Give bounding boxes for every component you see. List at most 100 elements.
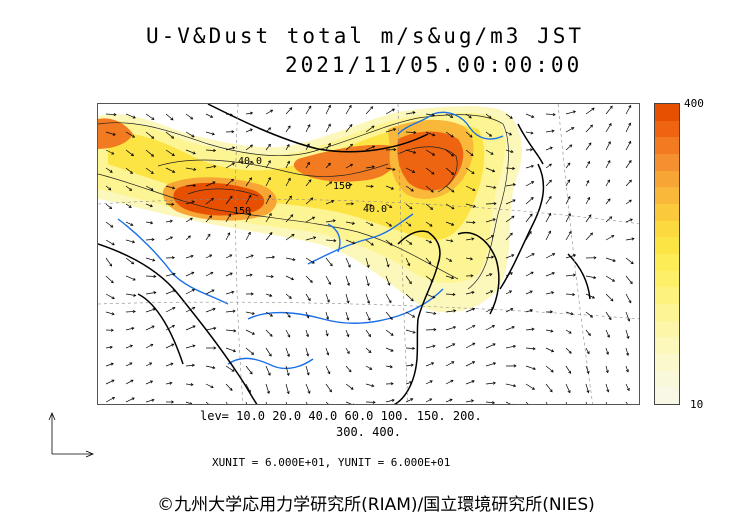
wind-vector-head bbox=[269, 313, 273, 317]
wind-vector-head bbox=[347, 264, 351, 268]
wind-vector bbox=[305, 329, 309, 337]
wind-vector-head bbox=[552, 253, 556, 256]
wind-vector-head bbox=[490, 290, 494, 294]
wind-vector bbox=[265, 195, 271, 205]
wind-vector bbox=[565, 179, 570, 187]
wind-vector bbox=[545, 272, 555, 277]
wind-vector-head bbox=[608, 123, 612, 127]
wind-vector-head bbox=[468, 115, 472, 119]
wind-vector bbox=[305, 383, 311, 394]
wind-vector-head bbox=[531, 181, 535, 184]
wind-vector bbox=[145, 149, 154, 157]
wind-vector-head bbox=[512, 403, 514, 404]
colorbar-segment bbox=[655, 353, 679, 371]
wind-vector-head bbox=[492, 381, 496, 385]
wind-vector bbox=[345, 311, 349, 321]
wind-vector bbox=[425, 293, 435, 299]
wind-vector-head bbox=[129, 170, 134, 174]
wind-vector bbox=[585, 365, 590, 374]
wind-vector-head bbox=[511, 254, 515, 258]
colorbar-segment bbox=[655, 237, 679, 254]
wind-vector bbox=[385, 203, 392, 208]
wind-vector bbox=[185, 217, 193, 223]
colorbar-min-label: 10 bbox=[690, 398, 704, 411]
wind-vector-head bbox=[450, 239, 454, 243]
wind-vector-head bbox=[172, 186, 176, 190]
wind-vector-head bbox=[451, 361, 455, 365]
wind-vector-head bbox=[209, 254, 213, 258]
wind-vector bbox=[605, 198, 611, 205]
wind-vector-head bbox=[291, 233, 295, 237]
wind-vector-head bbox=[387, 282, 391, 286]
wind-vector bbox=[565, 213, 571, 223]
wind-vector-head bbox=[133, 293, 137, 297]
wind-vector bbox=[405, 131, 416, 133]
wind-vector bbox=[505, 345, 516, 349]
colorbar-segment bbox=[655, 187, 679, 204]
wind-vector-head bbox=[267, 160, 271, 164]
wind-vector-head bbox=[313, 236, 317, 240]
wind-vector bbox=[125, 185, 132, 191]
wind-vector-head bbox=[172, 306, 176, 310]
wind-vector-head bbox=[450, 134, 454, 138]
wind-vector bbox=[365, 365, 372, 370]
wind-vector bbox=[125, 239, 135, 243]
wind-vector bbox=[145, 325, 155, 331]
wind-vector-head bbox=[227, 232, 231, 236]
wind-vector-head bbox=[169, 381, 173, 385]
wind-vector-head bbox=[292, 257, 296, 262]
wind-vector-head bbox=[412, 314, 416, 318]
wind-vector-head bbox=[607, 179, 610, 183]
wind-vector bbox=[625, 329, 629, 339]
wind-vector bbox=[165, 382, 172, 385]
wind-vector bbox=[405, 275, 412, 284]
wind-vector-head bbox=[249, 371, 253, 375]
wind-vector-head bbox=[508, 132, 513, 136]
wind-vector-head bbox=[327, 142, 331, 147]
wind-vector-head bbox=[531, 327, 535, 331]
wind-vector bbox=[105, 363, 114, 367]
wind-vector-head bbox=[151, 135, 155, 139]
wind-vector bbox=[385, 347, 394, 352]
wind-vector-head bbox=[110, 280, 114, 284]
wind-vector-head bbox=[370, 106, 374, 110]
wind-vector bbox=[545, 347, 554, 352]
wind-vector bbox=[245, 254, 254, 259]
wind-vector bbox=[485, 325, 495, 331]
wind-vector bbox=[125, 257, 134, 265]
wind-vector bbox=[245, 401, 248, 404]
wind-vector-head bbox=[109, 345, 113, 349]
wind-vector bbox=[185, 255, 194, 259]
wind-vector-head bbox=[625, 352, 630, 356]
wind-vector-head bbox=[431, 113, 435, 117]
wind-vector-head bbox=[169, 236, 174, 240]
wind-vector-head bbox=[529, 290, 533, 294]
wind-vector bbox=[505, 167, 515, 169]
wind-vector bbox=[485, 185, 496, 189]
wind-vector bbox=[205, 215, 212, 223]
wind-vector-head bbox=[629, 281, 633, 285]
wind-vector-head bbox=[371, 125, 375, 129]
wind-vector bbox=[365, 239, 374, 246]
wind-vector bbox=[445, 399, 453, 403]
wind-vector-head bbox=[366, 300, 371, 304]
wind-vector-head bbox=[346, 300, 350, 304]
wind-vector-head bbox=[249, 273, 253, 277]
wind-vector bbox=[225, 272, 233, 277]
wind-vector bbox=[225, 214, 231, 223]
wind-vector-head bbox=[192, 306, 196, 310]
wind-vector-head bbox=[229, 254, 233, 258]
wind-vector-head bbox=[207, 233, 211, 237]
wind-vector-head bbox=[532, 347, 536, 351]
wind-vector bbox=[245, 195, 252, 205]
wind-vector bbox=[305, 162, 310, 169]
wind-vector bbox=[425, 329, 436, 331]
wind-vector-head bbox=[432, 152, 436, 156]
wind-vector bbox=[365, 125, 375, 133]
wind-vector bbox=[245, 365, 253, 375]
wind-vector-head bbox=[211, 289, 215, 293]
wind-vector-head bbox=[371, 384, 375, 388]
wind-vector bbox=[585, 161, 590, 169]
wind-vector bbox=[145, 275, 156, 277]
wind-vector bbox=[445, 221, 454, 226]
